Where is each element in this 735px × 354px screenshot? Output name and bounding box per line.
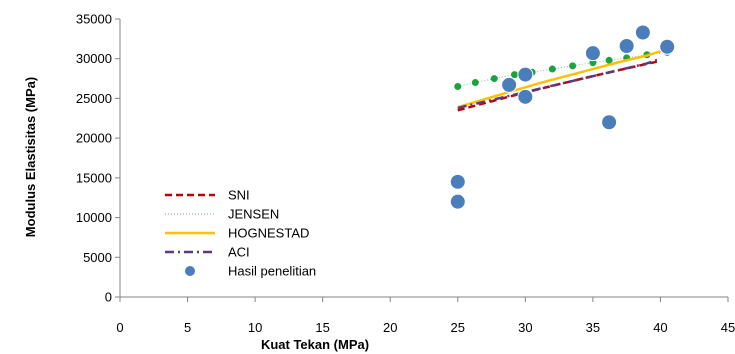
data-point-hasil-penelitian	[449, 173, 466, 190]
x-tick-label: 45	[721, 320, 735, 335]
x-tick-label: 15	[315, 320, 329, 335]
legend-label-hasil-penelitian: Hasil penelitian	[228, 264, 316, 279]
data-point-jensen	[548, 65, 556, 73]
x-tick-label: 30	[518, 320, 532, 335]
y-tick-label: 35000	[76, 12, 112, 27]
data-point-jensen	[569, 62, 577, 70]
data-point-jensen	[511, 71, 519, 79]
legend-label-jensen: JENSEN	[228, 207, 279, 222]
x-tick-label: 35	[586, 320, 600, 335]
data-point-jensen	[471, 79, 479, 87]
data-point-hasil-penelitian	[517, 66, 534, 83]
legend-label-hognestad: HOGNESTAD	[228, 226, 309, 241]
y-tick-label: 30000	[76, 51, 112, 66]
x-tick-label: 10	[248, 320, 262, 335]
y-tick-label: 5000	[83, 250, 112, 265]
axes: 0 5000 10000 15000 20000 25000 30000 35000 0 5 10 1…	[76, 12, 735, 336]
legend-label-aci: ACI	[228, 245, 250, 260]
data-point-hasil-penelitian	[601, 114, 618, 131]
series-line-aci	[457, 57, 661, 110]
y-tick-label: 25000	[76, 91, 112, 106]
y-axis-title: Modulus Elastisitas (MPa)	[23, 77, 38, 237]
data-point-jensen	[490, 75, 498, 83]
data-point-hasil-penelitian	[618, 38, 635, 55]
series-layer	[449, 24, 676, 210]
x-tick-label: 25	[451, 320, 465, 335]
legend-marker-hasil-penelitian	[185, 266, 195, 276]
x-axis-title: Kuat Tekan (MPa)	[261, 337, 369, 352]
data-point-hasil-penelitian	[659, 38, 676, 55]
data-point-hasil-penelitian	[449, 193, 466, 210]
data-point-hasil-penelitian	[501, 76, 518, 93]
data-point-jensen	[454, 83, 462, 91]
y-tick-label: 15000	[76, 170, 112, 185]
data-point-hasil-penelitian	[517, 88, 534, 105]
series-line-sni	[457, 59, 661, 112]
y-tick-label: 0	[105, 290, 112, 305]
data-point-jensen	[605, 56, 613, 64]
legend: SNI JENSEN HOGNESTAD ACI Hasil penelitian	[165, 188, 316, 279]
y-tick-label: 20000	[76, 131, 112, 146]
data-point-hasil-penelitian	[634, 24, 651, 41]
x-tick-label: 5	[184, 320, 191, 335]
x-tick-label: 0	[116, 320, 123, 335]
y-tick-label: 10000	[76, 210, 112, 225]
x-tick-label: 20	[383, 320, 397, 335]
x-tick-label: 40	[653, 320, 667, 335]
data-point-hasil-penelitian	[584, 45, 601, 62]
legend-label-sni: SNI	[228, 188, 250, 203]
series-line-hognestad	[457, 47, 668, 109]
